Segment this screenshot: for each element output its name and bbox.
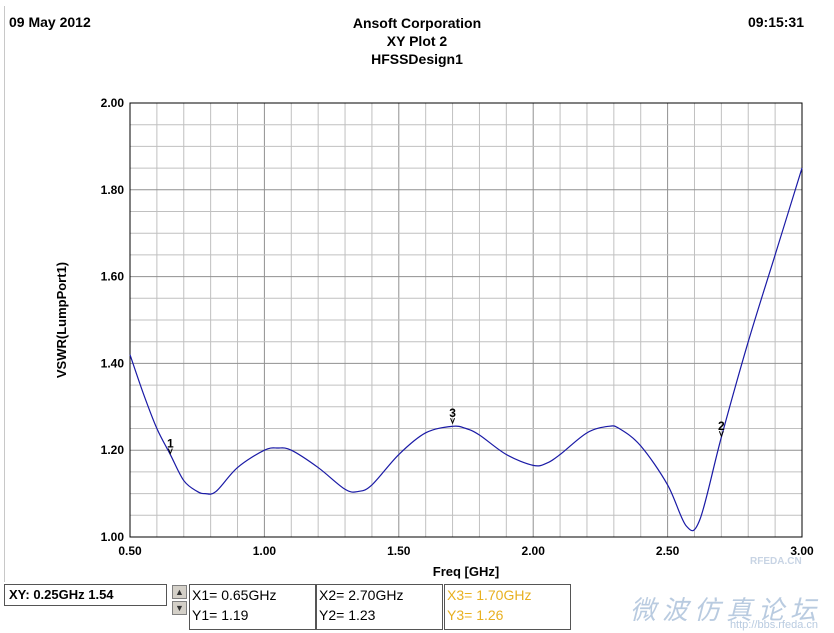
y-tick-label: 1.80	[101, 183, 125, 197]
x-tick-label: 1.00	[253, 544, 277, 558]
y-tick-label: 1.20	[101, 443, 125, 457]
plot-name: XY Plot 2	[386, 33, 448, 49]
marker-3-y: Y3= 1.26	[447, 607, 504, 623]
plot-frame	[129, 102, 803, 538]
marker-2-y: Y2= 1.23	[319, 607, 376, 623]
status-bar: XY: 0.25GHz 1.54 ▲ ▼ X1= 0.65GHz Y1= 1.1…	[0, 582, 834, 633]
marker-2-x: X2= 2.70GHz	[319, 587, 404, 603]
window-left-border	[4, 6, 5, 582]
report-date: 09 May 2012	[9, 14, 91, 30]
report-title-block: Ansoft Corporation XY Plot 2 HFSSDesign1	[353, 14, 481, 68]
marker-2-box: X2= 2.70GHz Y2= 1.23	[316, 584, 443, 630]
x-tick-label: 2.00	[522, 544, 546, 558]
y-tick-label: 2.00	[101, 96, 125, 110]
report-time: 09:15:31	[747, 14, 804, 30]
x-tick-label: 1.50	[387, 544, 411, 558]
marker-1-x: X1= 0.65GHz	[192, 587, 277, 603]
y-tick-label: 1.40	[101, 356, 125, 370]
x-tick-label: 2.50	[656, 544, 680, 558]
y-axis-label: VSWR(LumpPort1)	[54, 262, 69, 378]
vswr-curve	[129, 167, 803, 532]
marker-3-label: 3	[449, 406, 456, 420]
curve-markers: 1 2 3	[167, 406, 725, 455]
x-axis-label: Freq [GHz]	[433, 564, 499, 579]
watermark-url: http://bbs.rfeda.cn	[729, 619, 818, 631]
company-name: Ansoft Corporation	[352, 15, 482, 31]
arrow-down-icon[interactable]: ▼	[172, 601, 187, 615]
xy-plot[interactable]: 0.50 1.00 1.50 2.00 2.50 3.00 1.001.201.401.6…	[0, 0, 834, 582]
marker-1-label: 1	[167, 437, 174, 451]
marker-1-pointer	[167, 448, 173, 455]
watermark-text: 微波仿真论坛	[629, 596, 822, 626]
marker-1-box: X1= 0.65GHz Y1= 1.19	[189, 584, 316, 630]
watermark-logo: RFEDA.CN	[750, 556, 802, 567]
marker-3-pointer	[450, 417, 456, 425]
plot-grid	[130, 103, 802, 537]
x-tick-labels: 0.50 1.00 1.50 2.00 2.50 3.00	[118, 544, 814, 558]
arrow-up-icon[interactable]: ▲	[172, 585, 187, 599]
marker-1-y: Y1= 1.19	[192, 607, 249, 623]
cursor-readout: XY: 0.25GHz 1.54	[4, 584, 167, 606]
x-tick-label: 3.00	[790, 544, 814, 558]
y-tick-label: 1.60	[101, 270, 125, 284]
x-tick-label: 0.50	[118, 544, 142, 558]
y-tick-labels: 1.00 1.20 1.40 1.60 1.80 2.00	[101, 96, 125, 544]
marker-2-pointer	[718, 430, 724, 438]
marker-2-label: 2	[718, 419, 725, 433]
marker-3-x: X3= 1.70GHz	[447, 587, 532, 603]
design-name: HFSSDesign1	[371, 51, 463, 67]
marker-3-box: X3= 1.70GHz Y3= 1.26	[444, 584, 571, 630]
y-tick-label: 1.00	[101, 530, 125, 544]
